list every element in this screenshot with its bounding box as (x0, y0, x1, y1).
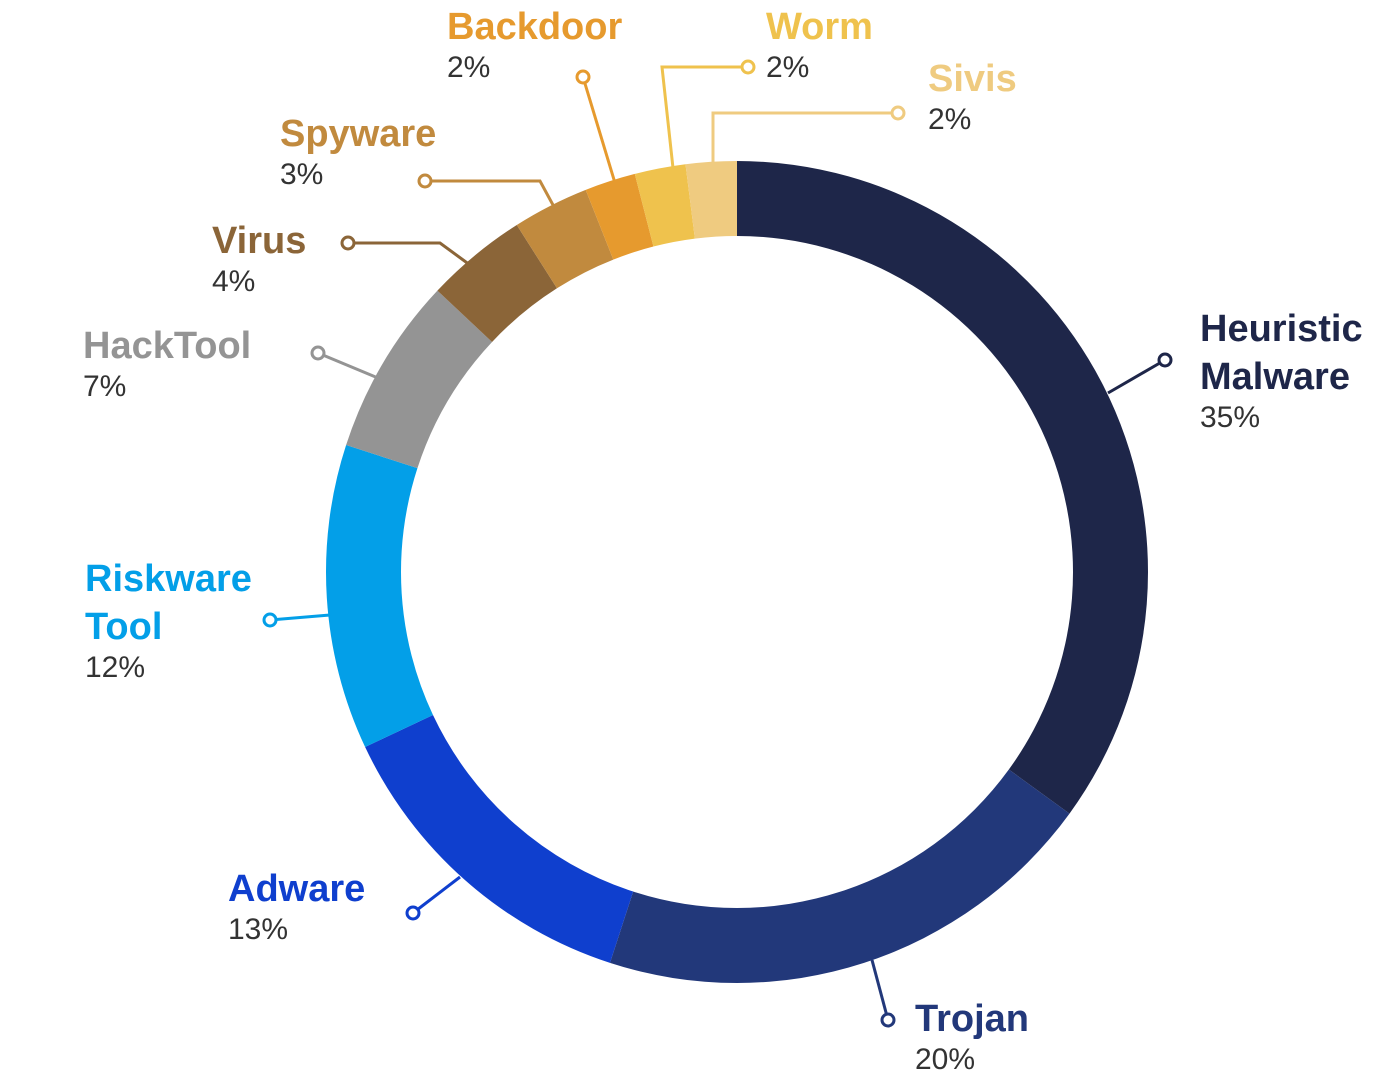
category-label: Worm (766, 6, 873, 48)
slice-label: Trojan 20% (915, 995, 1029, 1077)
category-label: Backdoor (447, 6, 623, 48)
value-label: 7% (83, 370, 127, 403)
leader-line (425, 179, 555, 206)
leader-line (269, 613, 331, 622)
slice-label: Backdoor 2% (447, 3, 622, 85)
slice-label: Virus 4% (212, 217, 306, 299)
donut-slice (365, 715, 634, 963)
donut-slice (634, 164, 695, 247)
value-label: 35% (1200, 401, 1261, 434)
value-label: 2% (928, 103, 972, 136)
value-label: 13% (228, 913, 289, 946)
leader-dot (417, 173, 433, 189)
leader-dot (405, 905, 421, 921)
value-label: 20% (915, 1043, 976, 1076)
value-label: 4% (212, 265, 256, 298)
leader-dot (262, 612, 278, 628)
donut-slice (737, 161, 1148, 814)
donut-slice (346, 290, 493, 469)
category-label: Virus (212, 220, 307, 262)
slice-label: Heuristic Malware 35% (1200, 305, 1400, 435)
leader-line (1107, 358, 1166, 395)
donut-slice (326, 444, 433, 747)
leader-dot (310, 345, 326, 361)
slice-label: Adware 13% (228, 865, 365, 947)
slice-label: Riskware Tool 12% (85, 555, 285, 685)
leader-line (317, 351, 379, 380)
donut-slice (516, 189, 614, 289)
leader-dot (890, 105, 906, 121)
value-label: 2% (447, 51, 491, 84)
leader-dot (880, 1012, 896, 1028)
category-label: Adware (228, 868, 366, 910)
donut-slice (685, 161, 737, 239)
donut-slice (437, 224, 557, 342)
category-label: Spyware (280, 113, 437, 155)
category-label: Trojan (915, 998, 1030, 1040)
donut-slice (585, 173, 654, 260)
slice-label: HackTool 7% (83, 322, 251, 404)
leader-dot (575, 69, 591, 85)
leader-line (660, 65, 748, 169)
category-label: Riskware Tool (85, 558, 252, 648)
category-label: HackTool (83, 325, 252, 367)
category-label: Sivis (928, 58, 1017, 100)
value-label: 3% (280, 158, 324, 191)
category-label: Heuristic Malware (1200, 308, 1363, 398)
slice-label: Spyware 3% (280, 110, 436, 192)
slice-label: Worm 2% (766, 3, 873, 85)
leader-dot (340, 235, 356, 251)
leader-dot (740, 59, 756, 75)
leader-line (711, 111, 898, 162)
value-label: 12% (85, 651, 146, 684)
leader-line (412, 875, 461, 915)
donut-slice (609, 769, 1070, 983)
leader-line (870, 959, 890, 1021)
value-label: 2% (766, 51, 810, 84)
slice-label: Sivis 2% (928, 55, 1017, 137)
leader-line (348, 241, 471, 267)
leader-line (581, 76, 617, 184)
leader-dot (1157, 352, 1173, 368)
